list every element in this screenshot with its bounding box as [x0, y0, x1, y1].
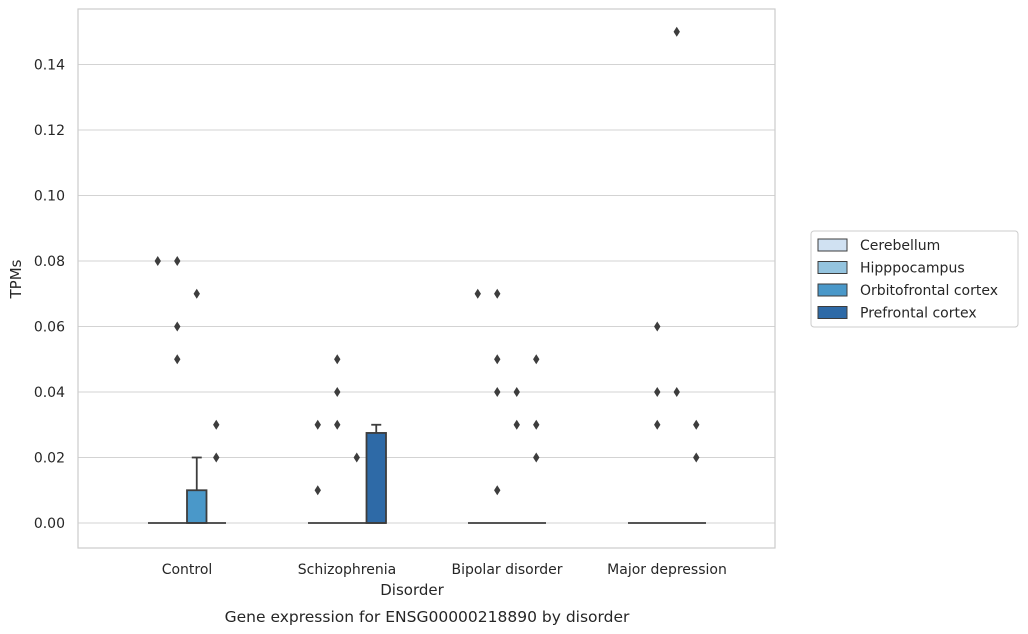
x-tick-labels: Control Schizophrenia Bipolar disorder Majo…	[162, 562, 727, 578]
outlier-point	[334, 354, 341, 365]
y-tick-label: 0.02	[34, 451, 65, 467]
outlier-point	[513, 387, 520, 397]
outlier-point	[693, 452, 700, 463]
outlier-point	[213, 419, 220, 430]
outlier-point	[533, 452, 540, 463]
outlier-point	[494, 485, 501, 496]
legend-entry: Orbitofrontal cortex	[860, 283, 998, 299]
legend-swatch	[817, 306, 848, 319]
chart-caption: Gene expression for ENSG00000218890 by d…	[225, 608, 630, 626]
x-tick-label: Major depression	[607, 562, 727, 578]
legend-entry: Prefrontal cortex	[860, 306, 977, 322]
y-tick-label: 0.14	[34, 58, 65, 74]
outlier-point	[654, 419, 661, 430]
y-tick-label: 0.00	[34, 516, 65, 532]
legend-entry: Cerebellum	[860, 238, 940, 254]
box-marks	[148, 423, 706, 524]
outlier-point	[654, 387, 661, 397]
outlier-point	[353, 452, 360, 463]
legend-swatch	[817, 283, 848, 297]
outlier-point	[174, 321, 181, 332]
y-tick-label: 0.06	[34, 320, 65, 336]
box-prefrontal-cortex	[365, 432, 387, 524]
outlier-point	[513, 419, 520, 430]
outlier-point	[494, 288, 501, 299]
x-tick-label: Schizophrenia	[298, 562, 396, 578]
outlier-point	[334, 387, 341, 397]
outlier-point	[174, 354, 181, 365]
plot-area	[78, 9, 775, 548]
outlier-point	[314, 485, 321, 496]
x-tick-label: Bipolar disorder	[451, 562, 562, 578]
outlier-point	[213, 452, 220, 463]
plot-frame	[77, 8, 776, 549]
outlier-point	[693, 419, 700, 430]
outlier-point	[314, 419, 321, 430]
outlier-point	[154, 256, 161, 266]
y-tick-labels: 0.00 0.02 0.04 0.06 0.08 0.10 0.12 0.14	[34, 58, 65, 533]
legend-entry: Hipppocampus	[860, 261, 965, 277]
legend-swatch	[817, 261, 848, 274]
outlier-point	[673, 26, 680, 37]
outlier-point	[193, 288, 200, 299]
outlier-marks	[154, 26, 700, 496]
outlier-point	[494, 387, 501, 397]
outlier-point	[174, 256, 181, 266]
y-tick-label: 0.08	[34, 254, 65, 270]
outlier-point	[654, 321, 661, 332]
outlier-point	[533, 419, 540, 430]
outlier-point	[533, 354, 540, 365]
legend: Cerebellum Hipppocampus Orbitofrontal cort…	[810, 230, 1019, 328]
box-orbitofrontal-cortex	[186, 489, 208, 524]
y-tick-label: 0.12	[34, 123, 65, 139]
outlier-point	[494, 354, 501, 365]
outlier-point	[673, 387, 680, 397]
legend-swatch	[817, 238, 848, 252]
outlier-point	[334, 419, 341, 430]
y-tick-label: 0.10	[34, 189, 65, 205]
x-axis-title: Disorder	[380, 581, 444, 599]
x-tick-label: Control	[162, 562, 213, 578]
y-tick-label: 0.04	[34, 385, 65, 401]
legend-frame	[810, 230, 1019, 328]
outlier-point	[474, 288, 481, 299]
y-axis-title: TPMs	[7, 259, 25, 299]
